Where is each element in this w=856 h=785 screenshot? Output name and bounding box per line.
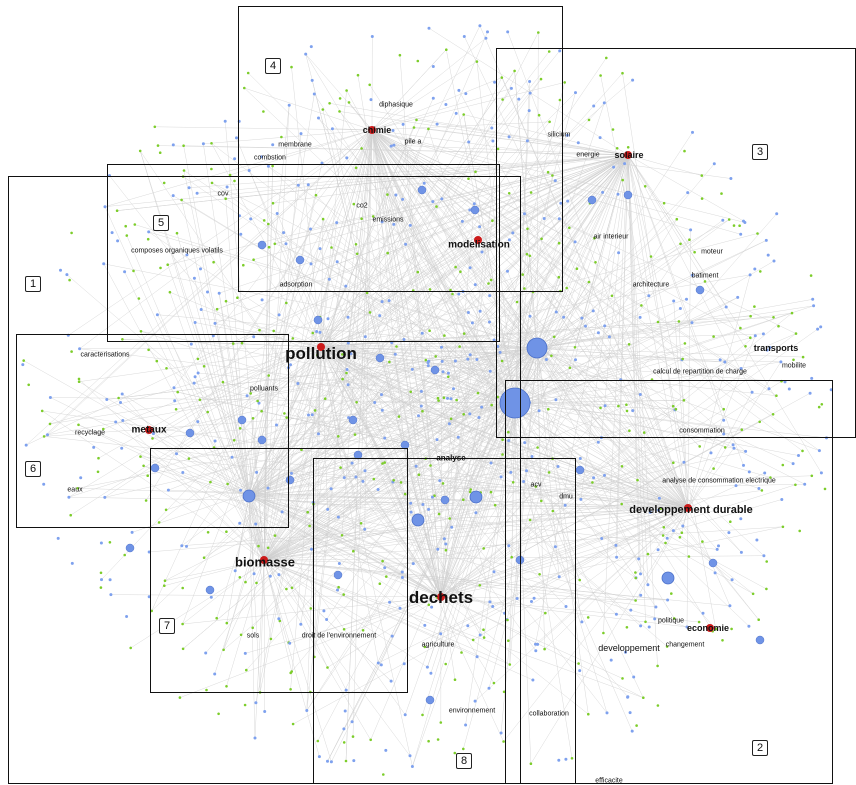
graph-node-blue [202,142,205,145]
term-moteur: moteur [701,249,723,256]
region-6-number: 6 [25,461,41,477]
term-economie: economie [687,623,729,633]
term-dechets: dechets [409,588,473,608]
term-mobilite: mobilite [782,363,806,370]
graph-node-green [139,150,142,153]
term-acv: acv [531,482,542,489]
term-sols: sols [247,633,259,640]
graph-node-green [154,126,157,129]
term-composes: composes organiques volatils [131,248,223,255]
region-4-number: 4 [265,58,281,74]
term-metaux: metaux [131,425,166,436]
region-2-number: 2 [752,740,768,756]
term-analyse-conso: analyse de consommation electrique [662,478,776,485]
graph-node-blue [172,143,175,146]
region-8-number: 8 [456,753,472,769]
term-analyse: analyse [436,454,465,463]
term-biomasse: biomasse [235,555,295,570]
term-caracterisations: caracterisations [80,352,129,359]
term-modelisation: modelisation [448,240,510,251]
region-7-number: 7 [159,618,175,634]
term-co2: co2 [356,203,367,210]
term-chimie: chimie [363,125,392,135]
graph-node-green [157,144,160,147]
term-droit: droit de l'environnement [302,633,377,640]
term-politique: politique [658,618,684,625]
term-collaboration: collaboration [529,711,569,718]
term-combustion: combstion [254,155,286,162]
region-1-number: 1 [25,276,41,292]
term-consommation: consommation [679,428,725,435]
term-environnement: environnement [449,708,495,715]
term-energie: energie [576,152,599,159]
region-5-number: 5 [153,215,169,231]
term-air-interieur: air interieur [593,234,628,241]
term-dmu: dmu [559,494,573,501]
graph-node-blue [224,120,227,123]
term-cov: cov [218,191,229,198]
region-8-frame [313,458,576,784]
term-recyclage: recyclage [75,430,105,437]
term-architecture: architecture [633,282,670,289]
term-calcul: calcul de repartition de charge [653,369,747,376]
term-eaux: eaux [67,487,82,494]
term-emissions: emissions [372,217,403,224]
term-diphasique: diphasique [379,102,413,109]
term-efficacite: efficacite [595,778,623,785]
term-batiment: batiment [692,273,719,280]
region-3-number: 3 [752,144,768,160]
term-developpement: developpement [598,643,660,653]
graph-node-blue [233,157,236,160]
graph-node-green [159,151,162,154]
term-adsorption: adsorption [280,282,313,289]
term-transports: transports [754,343,799,353]
term-silicium: silicium [548,132,571,139]
term-membrane: membrane [278,142,311,149]
term-pile-a: pile a [405,139,422,146]
term-dev-durable: developpement durable [629,504,752,516]
term-solaire: solaire [614,150,643,160]
graph-node-green [210,142,213,145]
term-changement: changement [666,642,705,649]
term-polluants: polluants [250,386,278,393]
term-pollution: pollution [285,344,357,364]
graph-node-green [182,144,185,147]
term-agriculture: agriculture [422,642,455,649]
